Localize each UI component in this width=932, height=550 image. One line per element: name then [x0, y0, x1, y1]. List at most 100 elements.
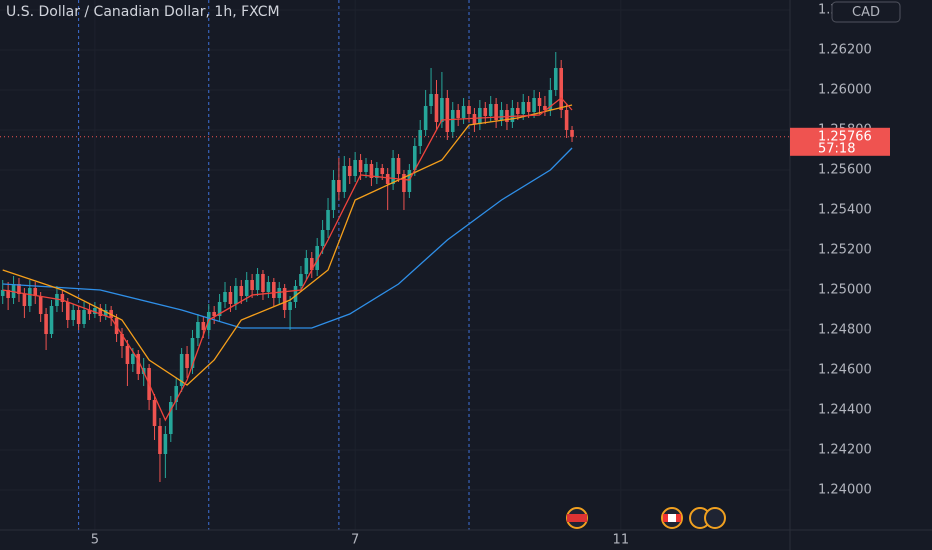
countdown: 57:18: [818, 141, 855, 156]
candle-body: [261, 274, 265, 292]
candle-body: [87, 310, 92, 314]
candle-body: [396, 158, 401, 174]
candle-body: [407, 170, 412, 192]
candle-body: [326, 210, 330, 230]
x-tick-label: 5: [91, 533, 99, 548]
y-tick-label: 1.24600: [818, 363, 872, 378]
last-price: 1.25766: [818, 129, 872, 144]
candle-body: [131, 354, 135, 364]
candle-body: [537, 98, 542, 106]
candle-body: [564, 110, 569, 130]
candle-body: [136, 354, 141, 374]
candle-body: [174, 386, 179, 402]
candle-body: [440, 98, 444, 122]
candle-body: [76, 310, 81, 324]
candle-body: [461, 106, 466, 118]
moving-average: [2, 104, 573, 386]
candle-body: [11, 284, 16, 298]
candle-body: [391, 158, 395, 184]
candle-body: [158, 426, 162, 454]
candle-body: [250, 280, 254, 290]
candle-body: [255, 274, 260, 290]
y-tick-label: 1.25000: [818, 283, 872, 298]
candle-body: [347, 166, 352, 176]
candle-body: [17, 284, 21, 294]
candle-body: [196, 322, 200, 338]
candle-body: [559, 68, 563, 110]
candle-body: [82, 310, 86, 324]
candle-body: [28, 288, 32, 306]
candle-body: [331, 180, 336, 210]
candle-body: [385, 174, 390, 184]
candle-body: [429, 94, 433, 106]
candle-body: [93, 308, 97, 314]
candle-body: [71, 310, 75, 320]
candle-body: [304, 258, 309, 274]
candle-body: [456, 110, 460, 118]
candle-body: [277, 288, 282, 298]
flag: [668, 514, 676, 522]
currency-box[interactable]: [831, 1, 901, 23]
candle-body: [55, 294, 59, 306]
candle-body: [60, 294, 65, 302]
candle-body: [342, 166, 347, 192]
candle-body: [521, 102, 526, 114]
y-tick-label: 1.25600: [818, 163, 872, 178]
candle-body: [526, 102, 531, 112]
candle-body: [445, 98, 450, 132]
y-tick-label: 1.25400: [818, 203, 872, 218]
candle-body: [98, 308, 103, 316]
candle-body: [282, 288, 287, 310]
candle-body: [168, 402, 173, 434]
candle-body: [358, 160, 363, 172]
candle-body: [185, 354, 189, 368]
grid: [78, 0, 470, 530]
candle-body: [499, 110, 504, 120]
y-tick-label: 1.24000: [818, 483, 872, 498]
y-tick-label: 1.24200: [818, 443, 872, 458]
candle-body: [478, 108, 482, 124]
candle-body: [548, 90, 553, 110]
candle-body: [212, 312, 216, 316]
candle-body: [33, 288, 38, 296]
candle-body: [472, 114, 477, 124]
candle-body: [553, 68, 558, 90]
candle-body: [483, 108, 488, 116]
candle-body: [272, 282, 276, 298]
event-icons[interactable]: [566, 507, 726, 529]
candle-body: [412, 146, 417, 170]
event-icon[interactable]: [704, 507, 726, 529]
candle-body: [337, 180, 341, 192]
candle-body: [152, 400, 157, 426]
candle-body: [402, 174, 406, 192]
candle-body: [369, 164, 374, 178]
candle-body: [103, 310, 108, 316]
candle-body: [163, 434, 168, 454]
candle-body: [65, 302, 70, 320]
candle-body: [532, 98, 536, 112]
candle-body: [223, 292, 227, 302]
candle-body: [49, 306, 54, 334]
flag: [567, 514, 587, 522]
candle-body: [434, 94, 439, 122]
candle-body: [315, 246, 319, 270]
candle-body: [44, 314, 48, 334]
x-tick-label: 11: [613, 533, 630, 548]
candle-body: [450, 110, 455, 132]
candle-body: [309, 258, 314, 270]
candle-body: [22, 294, 27, 306]
candle-body: [375, 168, 379, 178]
candle-body: [201, 322, 206, 330]
candle-body: [516, 108, 520, 114]
y-tick-label: 1.24400: [818, 403, 872, 418]
y-tick-label: 1.26200: [818, 43, 872, 58]
chart-title: U.S. Dollar / Canadian Dollar, 1h, FXCM: [6, 4, 280, 20]
x-tick-label: 7: [351, 533, 359, 548]
candle-body: [467, 106, 471, 114]
candle-body: [299, 274, 303, 286]
candle-body: [570, 130, 574, 137]
